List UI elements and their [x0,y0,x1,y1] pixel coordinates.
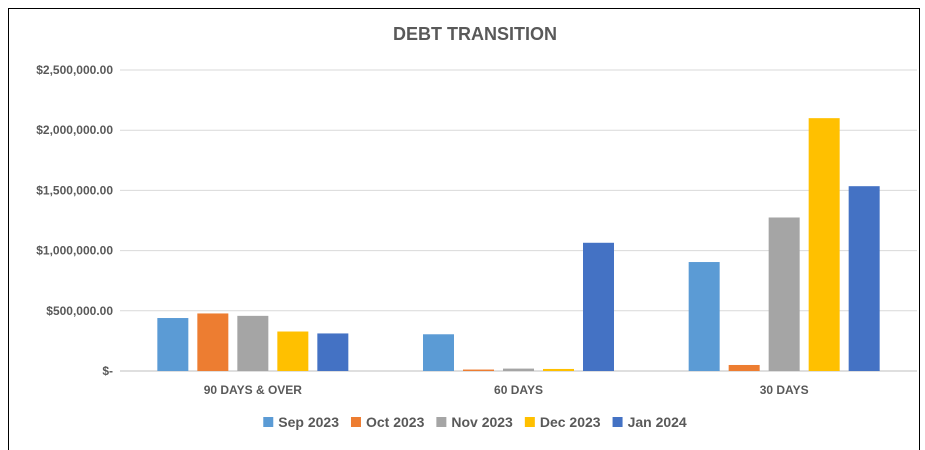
x-tick-label: 90 DAYS & OVER [204,383,303,397]
y-tick-label: $- [102,364,113,378]
y-tick-label: $1,500,000.00 [36,183,113,197]
y-tick-label: $2,000,000.00 [36,123,113,137]
x-tick-label: 60 DAYS [494,383,543,397]
legend-label: Nov 2023 [451,414,513,430]
y-tick-label: $500,000.00 [46,304,113,318]
bar [317,333,349,371]
chart-frame [8,8,920,450]
y-tick-label: $2,500,000.00 [36,63,113,77]
bar [583,242,614,371]
bar [848,186,880,371]
y-tick-label: $1,000,000.00 [36,244,113,258]
bar [543,368,574,371]
bar [768,217,800,371]
bar [237,315,269,371]
legend-label: Jan 2024 [628,414,687,430]
chart-title: DEBT TRANSITION [393,24,557,44]
bar [197,313,229,371]
legend-swatch [350,417,361,427]
legend-swatch [263,417,274,427]
legend-swatch [524,417,535,427]
bar [503,368,534,371]
legend-swatch [612,417,623,427]
x-tick-label: 30 DAYS [760,383,809,397]
bar [728,364,760,371]
legend: Sep 2023 Oct 2023 Nov 2023 Dec 2023 Jan 2024 [263,414,687,430]
y-axis-ticks: $- $500,000.00 $1,000,000.00 $1,500,000.00 $… [36,63,113,378]
bar [463,369,494,371]
legend-swatch [436,417,447,427]
bar [423,334,454,371]
bar [808,118,840,371]
legend-label: Sep 2023 [278,414,339,430]
x-axis: 90 DAYS & OVER 60 DAYS 30 DAYS [204,383,809,397]
bars [157,118,880,371]
bar [157,318,189,371]
bar [688,262,720,371]
legend-label: Dec 2023 [540,414,601,430]
bar [277,331,309,371]
legend-label: Oct 2023 [366,414,425,430]
